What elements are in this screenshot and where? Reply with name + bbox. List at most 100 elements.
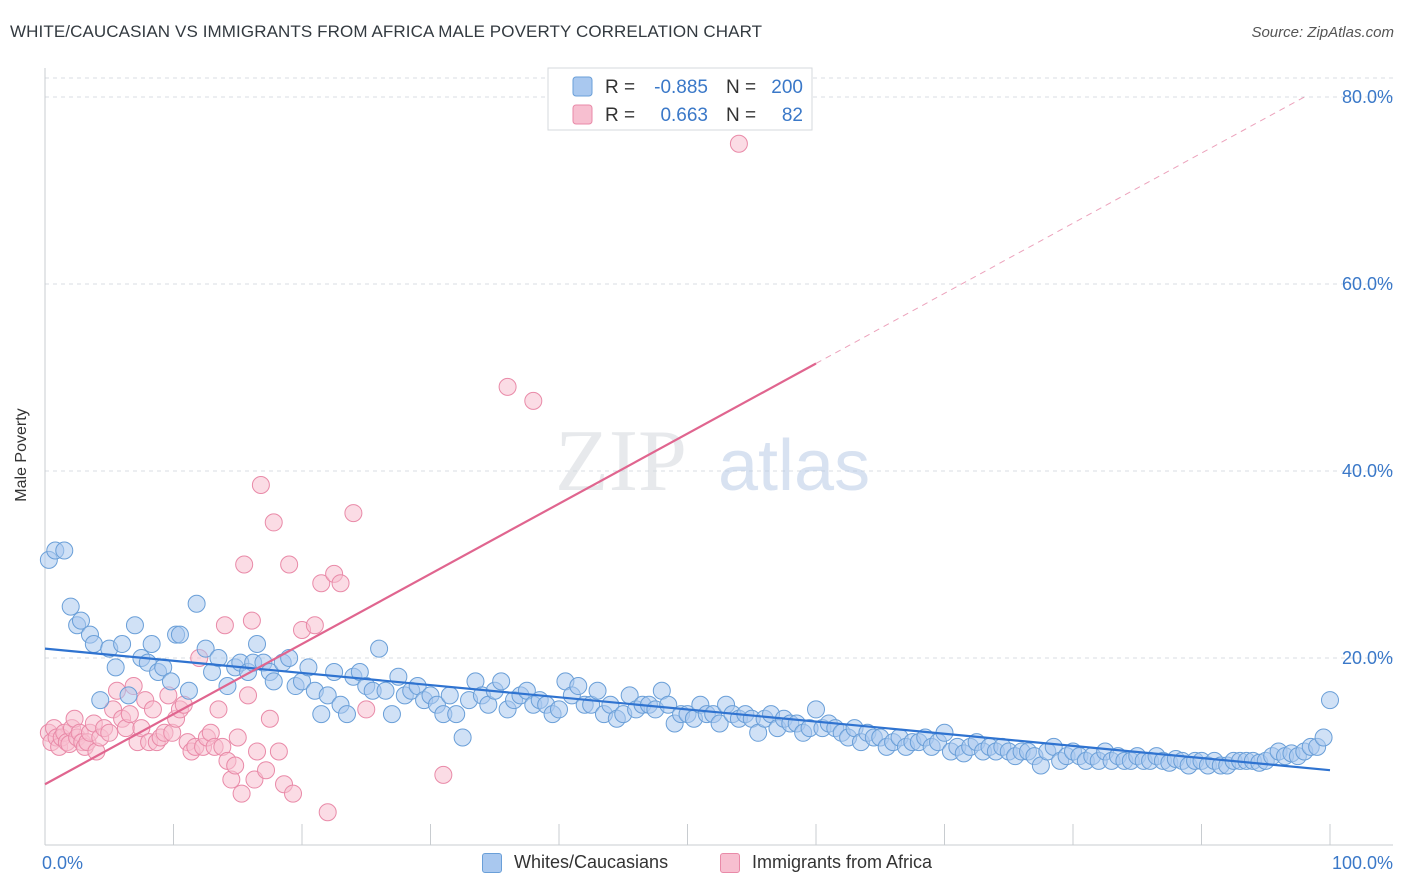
africa-point-75 xyxy=(331,574,350,593)
whites-point-46 xyxy=(337,705,356,724)
whites-point-24 xyxy=(196,639,215,658)
y-tick-label-40: 40.0% xyxy=(1342,461,1393,481)
legend-swatch-1 xyxy=(572,104,593,125)
trend-line-africa-extension xyxy=(815,96,1305,364)
whites-point-35 xyxy=(264,672,283,691)
source-label: Source: ZipAtlas.com xyxy=(1251,24,1394,41)
africa-point-58 xyxy=(239,686,258,705)
whites-point-32 xyxy=(248,634,267,653)
africa-point-72 xyxy=(312,574,331,593)
whites-point-7 xyxy=(84,634,103,653)
africa-point-73 xyxy=(318,803,337,822)
watermark: ZIP atlas xyxy=(555,413,870,510)
africa-point-49 xyxy=(209,700,228,719)
whites-point-52 xyxy=(376,681,395,700)
x-tick-labels: 0.0% 100.0% xyxy=(42,853,1393,873)
africa-point-69 xyxy=(284,784,303,803)
legend-swatch-pink xyxy=(720,852,740,873)
legend-r-value-0: -0.885 xyxy=(654,77,708,98)
legend-top: R = -0.885 N = 200 R = 0.663 N = 82 xyxy=(547,67,813,131)
x-tick-label-0: 0.0% xyxy=(42,853,83,873)
whites-point-40 xyxy=(299,658,318,677)
africa-point-56 xyxy=(232,784,251,803)
africa-point-64 xyxy=(260,709,279,728)
legend-r-label-0: R = xyxy=(605,77,635,98)
africa-point-26 xyxy=(120,705,139,724)
africa-point-66 xyxy=(269,742,288,761)
africa-point-61 xyxy=(248,742,267,761)
whites-point-43 xyxy=(318,686,337,705)
whites-point-119 xyxy=(807,700,825,719)
whites-point-3 xyxy=(61,597,80,616)
whites-point-85 xyxy=(588,681,607,700)
whites-point-5 xyxy=(71,611,90,630)
y-tick-label-20: 20.0% xyxy=(1342,648,1393,668)
watermark-atlas: atlas xyxy=(718,426,870,506)
whites-point-62 xyxy=(440,686,459,705)
whites-point-21 xyxy=(170,625,189,644)
x-tick-label-100: 100.0% xyxy=(1332,853,1393,873)
legend-n-value-0: 200 xyxy=(771,77,803,98)
legend-r-label-1: R = xyxy=(605,105,635,126)
legend-item-whites: Whites/Caucasians xyxy=(482,852,668,873)
legend-item-africa: Immigrants from Africa xyxy=(720,852,932,873)
whites-point-2 xyxy=(55,541,74,560)
whites-point-199 xyxy=(1321,691,1339,710)
whites-point-79 xyxy=(550,700,568,719)
whites-point-64 xyxy=(453,728,472,747)
y-tick-label-60: 60.0% xyxy=(1342,274,1393,294)
africa-point-62 xyxy=(251,476,270,495)
whites-point-10 xyxy=(106,658,125,677)
whites-point-82 xyxy=(569,677,588,696)
africa-point-65 xyxy=(264,513,283,532)
africa-point-54 xyxy=(226,756,245,775)
whites-point-8 xyxy=(91,691,110,710)
africa-point-81 xyxy=(729,134,748,153)
whites-point-198 xyxy=(1314,728,1333,747)
legend-label-africa: Immigrants from Africa xyxy=(752,852,933,872)
legend-n-label-1: N = xyxy=(726,105,756,126)
whites-point-26 xyxy=(209,649,228,667)
whites-point-22 xyxy=(179,681,198,700)
whites-point-70 xyxy=(492,672,511,691)
legend-n-value-1: 82 xyxy=(782,105,803,126)
whites-point-19 xyxy=(161,672,180,691)
whites-point-16 xyxy=(142,634,161,653)
whites-point-63 xyxy=(447,705,466,724)
axes xyxy=(44,68,1393,846)
africa-point-79 xyxy=(498,377,517,396)
africa-point-21 xyxy=(100,723,119,742)
legend-r-value-1: 0.663 xyxy=(660,105,708,126)
legend-bottom: Whites/Caucasians Immigrants from Africa xyxy=(0,852,1406,876)
africa-point-32 xyxy=(143,700,162,719)
whites-point-23 xyxy=(187,594,206,613)
africa-point-80 xyxy=(524,391,543,410)
africa-point-63 xyxy=(257,761,276,780)
africa-point-76 xyxy=(344,504,363,523)
whites-point-53 xyxy=(382,705,401,724)
whites-point-51 xyxy=(370,639,389,658)
whites-point-13 xyxy=(125,616,144,635)
africa-point-51 xyxy=(215,616,234,635)
y-tick-labels: 20.0% 40.0% 60.0% 80.0% xyxy=(1342,87,1393,668)
africa-point-59 xyxy=(242,611,261,630)
trend-lines xyxy=(44,96,1331,786)
whites-point-11 xyxy=(113,634,132,653)
whites-point-42 xyxy=(312,705,331,724)
legend-label-whites: Whites/Caucasians xyxy=(514,852,669,872)
whites-point-44 xyxy=(325,663,344,682)
whites-point-104 xyxy=(710,714,729,733)
legend-swatch-blue xyxy=(482,852,502,873)
africa-point-77 xyxy=(357,700,376,719)
whites-point-12 xyxy=(119,686,138,705)
whites-point-27 xyxy=(218,677,237,696)
y-tick-label-80: 80.0% xyxy=(1342,87,1393,107)
legend-swatch-0 xyxy=(572,76,593,97)
africa-point-55 xyxy=(228,728,247,747)
africa-point-78 xyxy=(434,765,453,784)
africa-point-71 xyxy=(305,616,324,635)
pink-series-points xyxy=(39,134,748,822)
legend-n-label-0: N = xyxy=(726,77,756,98)
trend-line-africa xyxy=(44,362,817,786)
